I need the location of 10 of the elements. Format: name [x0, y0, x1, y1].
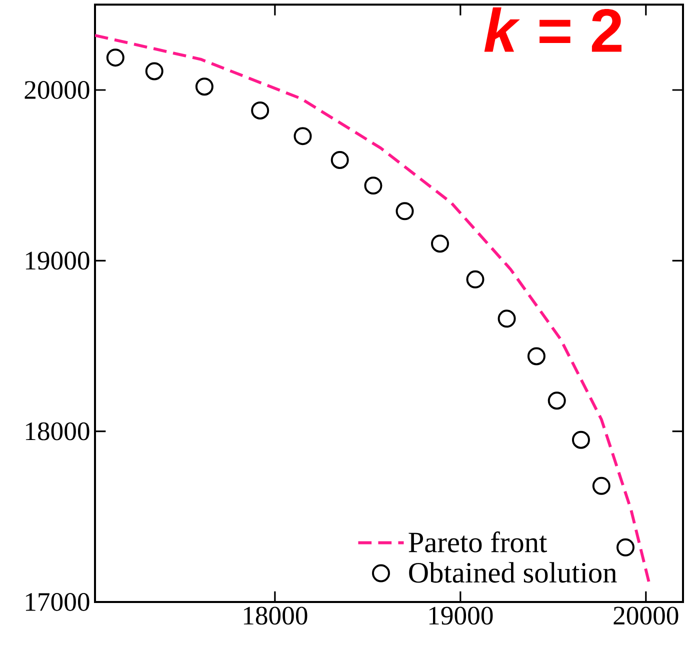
- x-tick-label: 18000: [244, 606, 308, 625]
- x-tick-label: 19000: [429, 606, 493, 625]
- legend-label: Obtained solution: [409, 562, 617, 583]
- x-tick-label: 20000: [614, 606, 678, 625]
- y-tick-label: 19000: [26, 252, 90, 270]
- y-tick-label: 20000: [24, 80, 90, 99]
- chart-title: k = 2: [484, 7, 622, 52]
- y-tick-label: 18000: [26, 422, 90, 440]
- legend-label: Pareto front: [408, 531, 548, 552]
- y-tick-label: 17000: [26, 592, 90, 611]
